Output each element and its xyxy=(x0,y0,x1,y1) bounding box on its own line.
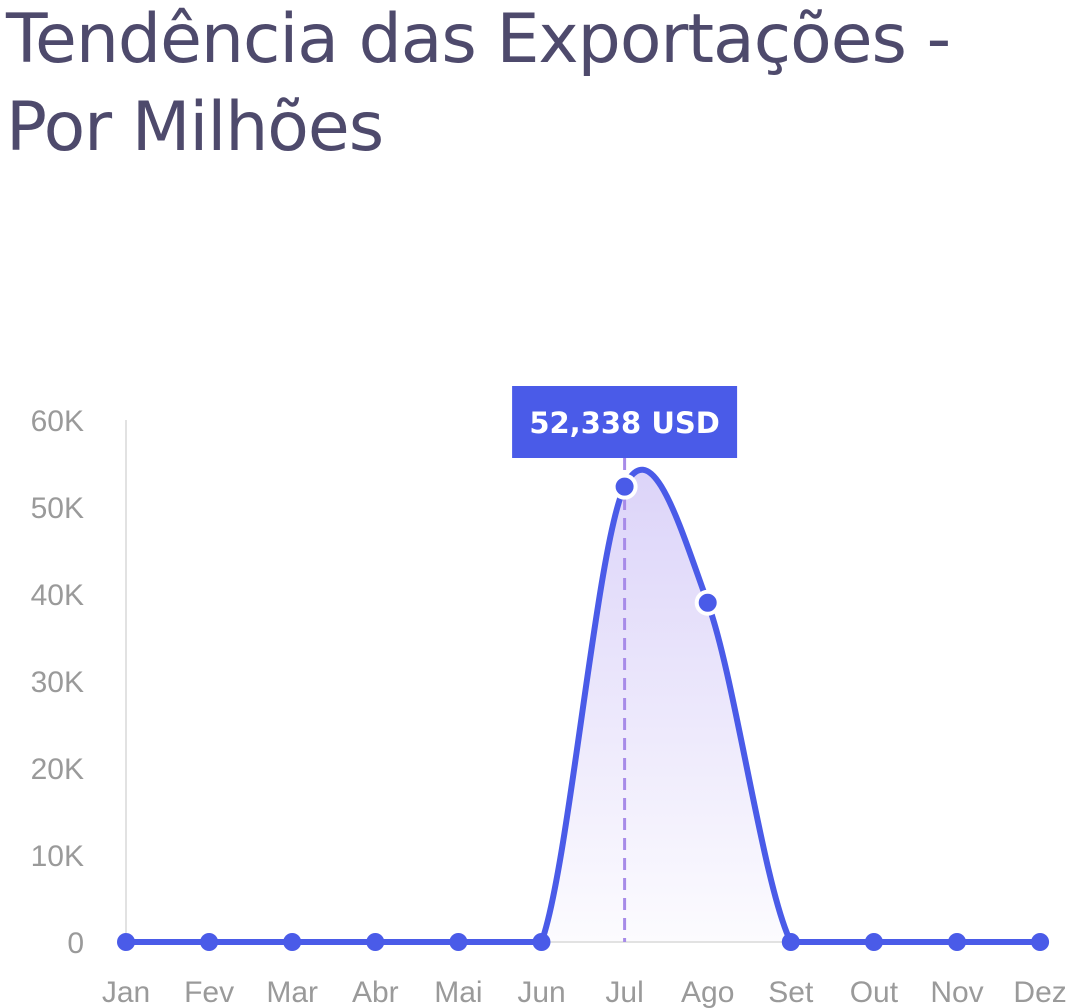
data-point-ago[interactable] xyxy=(694,589,721,616)
x-tick-label: Set xyxy=(768,976,814,1008)
chart-title: Tendência das Exportações - Por Milhões xyxy=(6,0,951,167)
x-tick-label: Jul xyxy=(605,976,643,1008)
x-tick-label: Jun xyxy=(517,976,565,1008)
x-tick-label: Out xyxy=(850,976,899,1008)
series-line xyxy=(123,466,1044,946)
y-tick-label: 30K xyxy=(31,666,84,699)
tooltip: 52,338 USD xyxy=(512,386,738,458)
tooltip-value: 52,338 USD xyxy=(529,406,720,440)
data-point-out[interactable] xyxy=(864,933,883,951)
x-tick-label: Nov xyxy=(930,976,983,1008)
data-point-set[interactable] xyxy=(781,933,800,951)
y-tick-label: 20K xyxy=(31,753,84,786)
data-point-abr[interactable] xyxy=(366,933,385,951)
data-point-jan[interactable] xyxy=(117,933,135,951)
data-point-mai[interactable] xyxy=(449,933,468,951)
x-tick-label: Abr xyxy=(352,976,399,1008)
x-tick-label: Fev xyxy=(184,976,234,1008)
y-tick-label: 50K xyxy=(31,492,84,525)
y-tick-label: 0 xyxy=(67,927,84,960)
tooltip-box xyxy=(512,386,738,458)
data-point-fev[interactable] xyxy=(200,933,219,951)
y-tick-label: 40K xyxy=(31,579,84,612)
x-tick-label: Mai xyxy=(434,976,482,1008)
data-point-nov[interactable] xyxy=(948,933,966,951)
data-point-mar[interactable] xyxy=(283,933,302,951)
y-tick-label: 10K xyxy=(31,840,84,873)
x-tick-label: Dez xyxy=(1013,976,1066,1008)
series-area xyxy=(126,469,1041,942)
data-point-jul[interactable] xyxy=(611,473,638,500)
x-tick-label: Ago xyxy=(681,976,734,1008)
x-axis-ticks: Jan Fev Mar Abr Mai Jun Jul Ago Set Out Nov Dez xyxy=(102,976,1067,1008)
x-tick-label: Mar xyxy=(266,976,318,1008)
series-points xyxy=(117,473,1050,951)
data-point-dez[interactable] xyxy=(1031,933,1050,951)
y-tick-label: 60K xyxy=(31,405,84,438)
data-point-jun[interactable] xyxy=(532,933,551,951)
x-tick-label: Jan xyxy=(102,976,150,1008)
y-axis-ticks: 0 10K 20K 30K 40K 50K 60K xyxy=(31,405,84,960)
